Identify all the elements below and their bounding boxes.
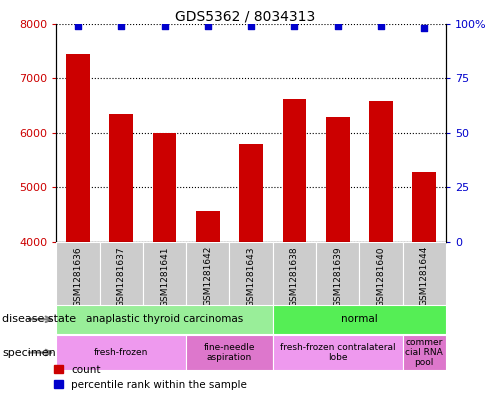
Text: commer
cial RNA
pool: commer cial RNA pool — [405, 338, 443, 367]
Point — [291, 23, 298, 29]
Bar — [56, 335, 186, 370]
Point — [334, 23, 342, 29]
Bar — [283, 99, 306, 393]
Text: fresh-frozen: fresh-frozen — [94, 348, 148, 357]
Point — [161, 23, 169, 29]
Text: GSM1281638: GSM1281638 — [290, 246, 299, 307]
Bar — [109, 114, 133, 393]
Text: fine-needle
aspiration: fine-needle aspiration — [204, 343, 255, 362]
Text: GDS5362 / 8034313: GDS5362 / 8034313 — [175, 10, 315, 24]
Bar — [186, 242, 229, 305]
Point — [247, 23, 255, 29]
Text: GSM1281644: GSM1281644 — [420, 246, 429, 307]
Bar — [273, 242, 316, 305]
Bar — [326, 118, 349, 393]
Text: GSM1281642: GSM1281642 — [203, 246, 212, 307]
Bar — [273, 305, 446, 334]
Bar — [239, 143, 263, 393]
Text: GSM1281637: GSM1281637 — [117, 246, 126, 307]
Point — [420, 25, 428, 31]
Text: GSM1281641: GSM1281641 — [160, 246, 169, 307]
Point — [204, 23, 212, 29]
Point — [377, 23, 385, 29]
Bar — [56, 242, 99, 305]
Point — [74, 23, 82, 29]
Bar — [413, 172, 436, 393]
Bar — [153, 132, 176, 393]
Text: GSM1281640: GSM1281640 — [376, 246, 386, 307]
Text: anaplastic thyroid carcinomas: anaplastic thyroid carcinomas — [86, 314, 243, 324]
Text: GSM1281643: GSM1281643 — [246, 246, 256, 307]
Bar — [56, 305, 273, 334]
Bar — [66, 53, 90, 393]
Bar — [369, 101, 393, 393]
Bar — [143, 242, 186, 305]
Bar — [359, 242, 403, 305]
Text: disease state: disease state — [2, 314, 76, 324]
Bar — [273, 335, 403, 370]
Bar — [186, 335, 273, 370]
Text: normal: normal — [341, 314, 378, 324]
Bar — [229, 242, 273, 305]
Text: specimen: specimen — [2, 347, 56, 358]
Bar — [316, 242, 359, 305]
Legend: count, percentile rank within the sample: count, percentile rank within the sample — [54, 365, 247, 390]
Text: GSM1281636: GSM1281636 — [74, 246, 82, 307]
Bar — [403, 242, 446, 305]
Bar — [196, 211, 220, 393]
Bar — [99, 242, 143, 305]
Text: fresh-frozen contralateral
lobe: fresh-frozen contralateral lobe — [280, 343, 395, 362]
Point — [117, 23, 125, 29]
Text: GSM1281639: GSM1281639 — [333, 246, 342, 307]
Bar — [403, 335, 446, 370]
